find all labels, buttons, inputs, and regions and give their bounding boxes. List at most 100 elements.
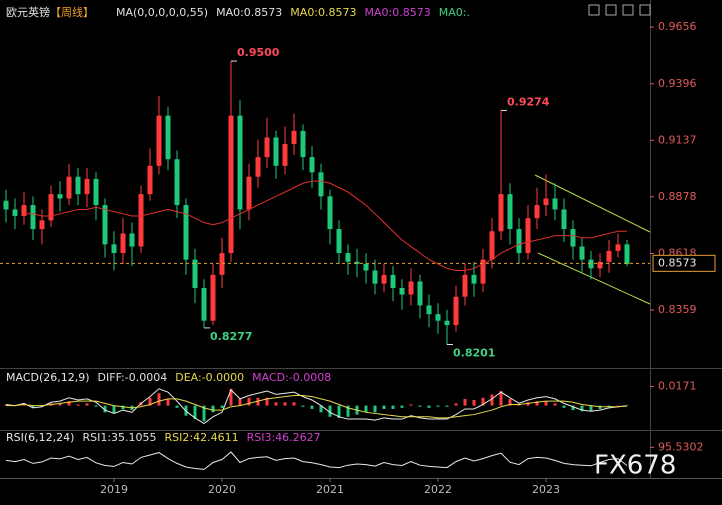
candle-body bbox=[597, 261, 603, 269]
candle-body bbox=[57, 194, 63, 199]
candle-body bbox=[237, 115, 243, 210]
macd-bar bbox=[247, 397, 251, 406]
macd-bar bbox=[427, 405, 431, 408]
candle-body bbox=[453, 296, 459, 326]
icon[interactable] bbox=[639, 4, 651, 16]
candle-body bbox=[12, 209, 18, 216]
candle-body bbox=[552, 198, 558, 210]
candle-body bbox=[147, 165, 153, 195]
macd-bar bbox=[328, 405, 332, 417]
legend-text: MA0:0.8573 bbox=[290, 6, 356, 19]
macd-bar bbox=[481, 397, 485, 406]
watermark: FX678 bbox=[594, 451, 676, 481]
macd-bar bbox=[409, 404, 413, 406]
y-tick-label: 95.5302 bbox=[658, 440, 704, 453]
macd-bar bbox=[337, 405, 341, 418]
macd-bar bbox=[220, 405, 224, 408]
candle-body bbox=[282, 143, 288, 166]
macd-bar bbox=[526, 402, 530, 406]
legend-text: 【周线】 bbox=[50, 5, 94, 19]
candle-body bbox=[615, 244, 621, 251]
macd-bar bbox=[85, 403, 89, 406]
x-tick-label: 2022 bbox=[424, 483, 452, 496]
macd-bar bbox=[319, 405, 323, 413]
icon[interactable] bbox=[605, 4, 617, 16]
macd-bar bbox=[472, 400, 476, 406]
y-tick-label: 0.9656 bbox=[658, 20, 697, 33]
candle-body bbox=[381, 274, 387, 284]
candle-body bbox=[255, 157, 261, 177]
candle-body bbox=[327, 196, 333, 230]
macd-bar bbox=[193, 405, 197, 420]
candle-body bbox=[525, 218, 531, 254]
candle-body bbox=[624, 244, 630, 264]
candle-body bbox=[3, 200, 9, 210]
y-tick-label: 0.8359 bbox=[658, 303, 697, 316]
channel-line bbox=[537, 252, 651, 305]
rsi-line bbox=[5, 451, 628, 470]
candle-body bbox=[462, 274, 468, 297]
candle-body bbox=[489, 231, 495, 260]
y-tick-label: 0.9137 bbox=[658, 133, 697, 146]
macd-bar bbox=[463, 398, 467, 406]
last-price-box bbox=[652, 254, 716, 272]
legend-text: RSI2:42.4611 bbox=[165, 431, 239, 444]
candle-body bbox=[345, 253, 351, 262]
macd-bar bbox=[76, 404, 80, 406]
macd-bar bbox=[211, 405, 215, 413]
candle-body bbox=[30, 205, 36, 230]
legend-text: RSI(6,12,24) bbox=[6, 431, 74, 444]
macd-bar bbox=[238, 398, 242, 406]
macd-bar bbox=[265, 397, 269, 406]
legend-text: 欧元英镑 bbox=[6, 5, 50, 19]
x-tick-label: 2020 bbox=[208, 483, 236, 496]
legend-text: MA0:. bbox=[439, 6, 470, 19]
legend-text: MA0:0.8573 bbox=[365, 6, 431, 19]
candle-body bbox=[201, 287, 207, 321]
macd-bar bbox=[148, 397, 152, 406]
candle-body bbox=[174, 159, 180, 206]
macd-bar bbox=[571, 405, 575, 411]
x-tick-label: 2021 bbox=[316, 483, 344, 496]
candle-body bbox=[219, 253, 225, 275]
macd-bar bbox=[310, 405, 314, 409]
icon[interactable] bbox=[622, 4, 634, 16]
y-tick-label: 0.0171 bbox=[658, 379, 697, 392]
legend-text: RSI3:46.2627 bbox=[247, 431, 321, 444]
legend-text: MA0:0.8573 bbox=[216, 6, 282, 19]
toolbar-icons[interactable] bbox=[588, 4, 651, 16]
macd-bar bbox=[553, 403, 557, 406]
candle-body bbox=[399, 287, 405, 295]
macd-bar bbox=[616, 405, 620, 407]
candle-body bbox=[318, 172, 324, 197]
candle-body bbox=[300, 130, 306, 158]
icon[interactable] bbox=[588, 4, 600, 16]
candle-body bbox=[426, 305, 432, 315]
candle-body bbox=[534, 205, 540, 219]
candle-body bbox=[543, 198, 549, 206]
macd-bar bbox=[202, 405, 206, 422]
macd-bar bbox=[283, 402, 287, 406]
y-tick-label: 0.8878 bbox=[658, 190, 697, 203]
macd-bar bbox=[256, 397, 260, 406]
candle-body bbox=[264, 137, 270, 158]
candle-body bbox=[138, 194, 144, 247]
candle-body bbox=[309, 157, 315, 173]
macd-bar bbox=[445, 405, 449, 407]
macd-bar bbox=[175, 405, 179, 408]
macd-bar bbox=[22, 404, 26, 406]
candle-body bbox=[183, 205, 189, 260]
candle-body bbox=[48, 194, 54, 221]
macd-bar bbox=[67, 401, 71, 406]
candle-body bbox=[372, 270, 378, 284]
macd-bar bbox=[607, 405, 611, 407]
candle-body bbox=[192, 259, 198, 288]
annotation-label: 0.8201 bbox=[453, 346, 495, 359]
candle-body bbox=[75, 176, 81, 195]
macd-bar bbox=[373, 405, 377, 413]
macd-bar bbox=[301, 405, 305, 407]
candle-body bbox=[435, 314, 441, 321]
macd-bar bbox=[31, 405, 35, 408]
